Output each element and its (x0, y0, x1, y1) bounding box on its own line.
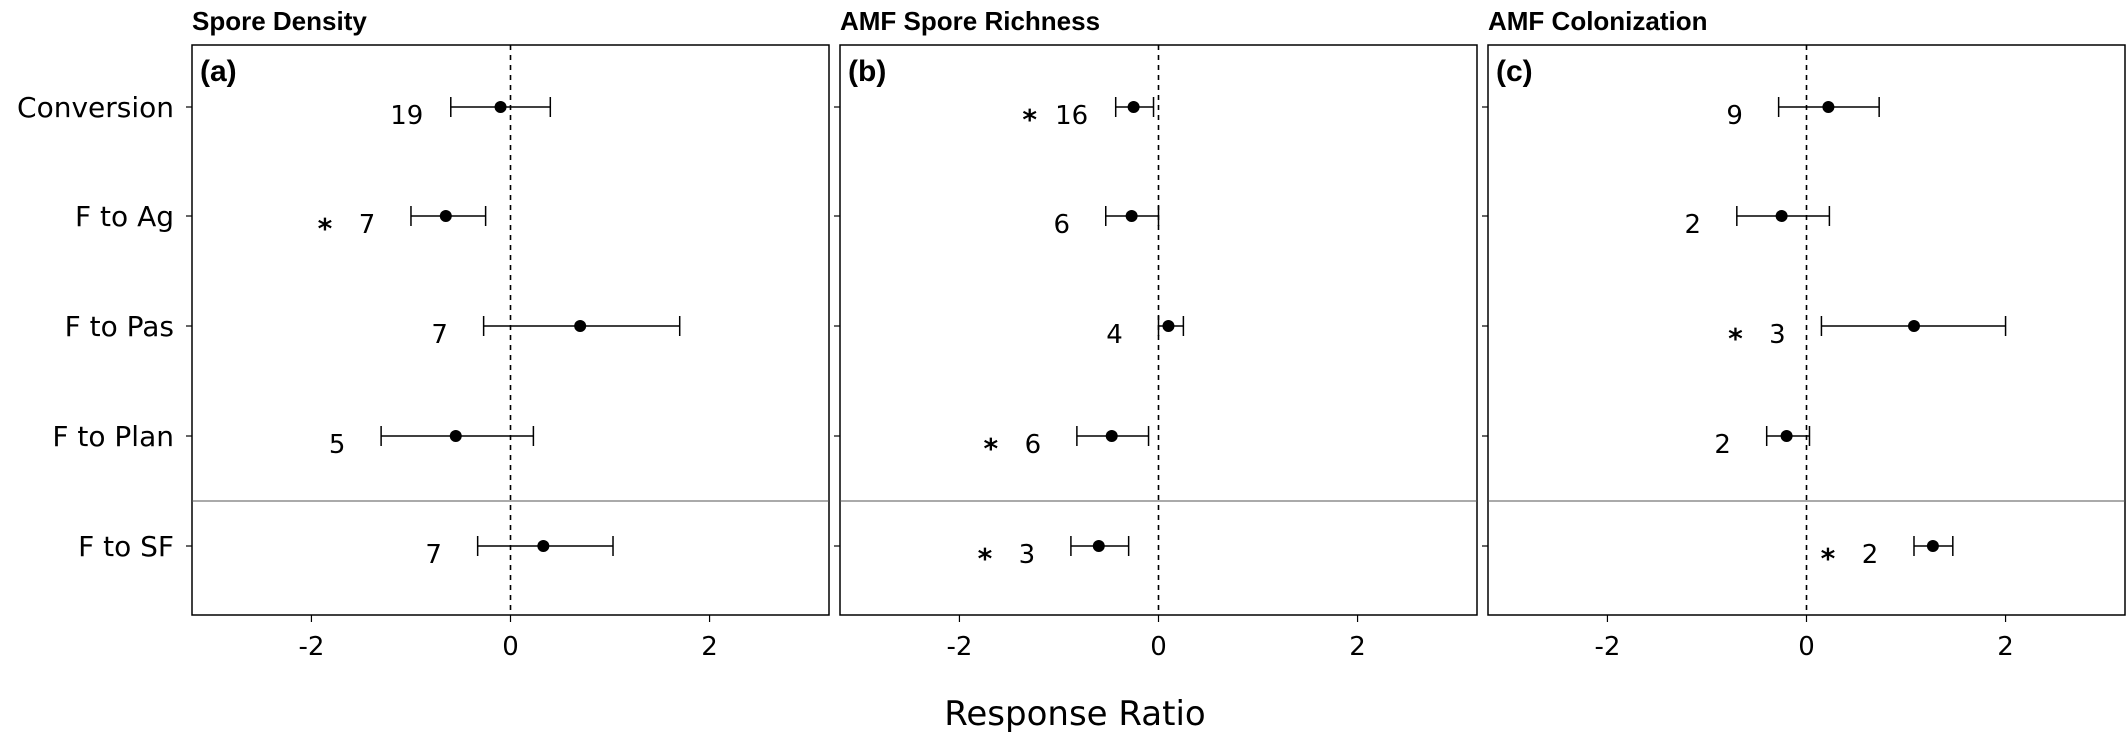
category-label: F to Pas (65, 310, 174, 343)
sample-size-label: 7 (359, 210, 376, 240)
sample-size-label: 7 (431, 320, 448, 350)
panel-tag: (a) (200, 55, 237, 88)
category-labels: Conversion F to Ag F to Pas F to Plan F to S… (17, 91, 174, 563)
point-estimate (1092, 540, 1105, 552)
sample-size-label: 2 (1862, 540, 1879, 570)
point-estimate (494, 101, 507, 113)
point-estimate (537, 540, 550, 552)
sample-size-label: 16 (1055, 101, 1088, 131)
panel-tag: (b) (848, 55, 886, 88)
significance-marker: * (978, 542, 993, 575)
point-estimate (1105, 430, 1118, 442)
point-estimate (1125, 210, 1138, 222)
significance-marker: * (318, 212, 333, 245)
panel: Spore Density (a) -2 0 2 19 7 * 7 5 7 (186, 6, 830, 662)
point-estimate (1162, 320, 1175, 332)
panel-tag: (c) (1496, 55, 1533, 88)
sample-size-label: 5 (329, 430, 346, 460)
x-tick-label: 2 (1997, 632, 2014, 662)
x-tick-label: 0 (1798, 632, 1815, 662)
sample-size-label: 2 (1714, 430, 1731, 460)
x-tick-label: 2 (1349, 632, 1366, 662)
x-tick-label: -2 (298, 632, 324, 662)
x-tick-label: -2 (946, 632, 972, 662)
sample-size-label: 19 (390, 101, 423, 131)
panel-title: AMF Colonization (1488, 6, 1708, 36)
sample-size-label: 2 (1685, 210, 1702, 240)
point-estimate (1926, 540, 1939, 552)
significance-marker: * (984, 432, 999, 465)
category-label: F to Ag (75, 200, 174, 233)
sample-size-label: 4 (1106, 320, 1123, 350)
point-estimate (1780, 430, 1793, 442)
panel: AMF Spore Richness (b) -2 0 2 16 * 6 4 6 * 3 * (834, 6, 1478, 662)
point-estimate (574, 320, 587, 332)
category-label: F to SF (78, 530, 174, 563)
sample-size-label: 7 (425, 540, 442, 570)
point-estimate (1822, 101, 1835, 113)
panels: Spore Density (a) -2 0 2 19 7 * 7 5 7 AMF Spore Ric… (186, 6, 2126, 662)
point-estimate (1907, 320, 1920, 332)
x-tick-label: 0 (502, 632, 519, 662)
significance-marker: * (1821, 542, 1836, 575)
sample-size-label: 3 (1019, 540, 1036, 570)
panel-title: Spore Density (192, 6, 367, 36)
x-tick-label: 0 (1150, 632, 1167, 662)
sample-size-label: 3 (1769, 320, 1786, 350)
sample-size-label: 9 (1726, 101, 1743, 131)
x-axis-label: Response Ratio (944, 694, 1205, 734)
panel-title: AMF Spore Richness (840, 6, 1100, 36)
point-estimate (439, 210, 452, 222)
point-estimate (1775, 210, 1788, 222)
x-tick-label: -2 (1594, 632, 1620, 662)
category-label: F to Plan (52, 420, 174, 453)
sample-size-label: 6 (1025, 430, 1042, 460)
significance-marker: * (1728, 322, 1743, 355)
point-estimate (449, 430, 462, 442)
panel: AMF Colonization (c) -2 0 2 9 2 3 * 2 2 * (1482, 6, 2126, 662)
category-label: Conversion (17, 91, 174, 124)
x-tick-label: 2 (701, 632, 718, 662)
point-estimate (1127, 101, 1140, 113)
significance-marker: * (1022, 103, 1037, 136)
sample-size-label: 6 (1053, 210, 1070, 240)
